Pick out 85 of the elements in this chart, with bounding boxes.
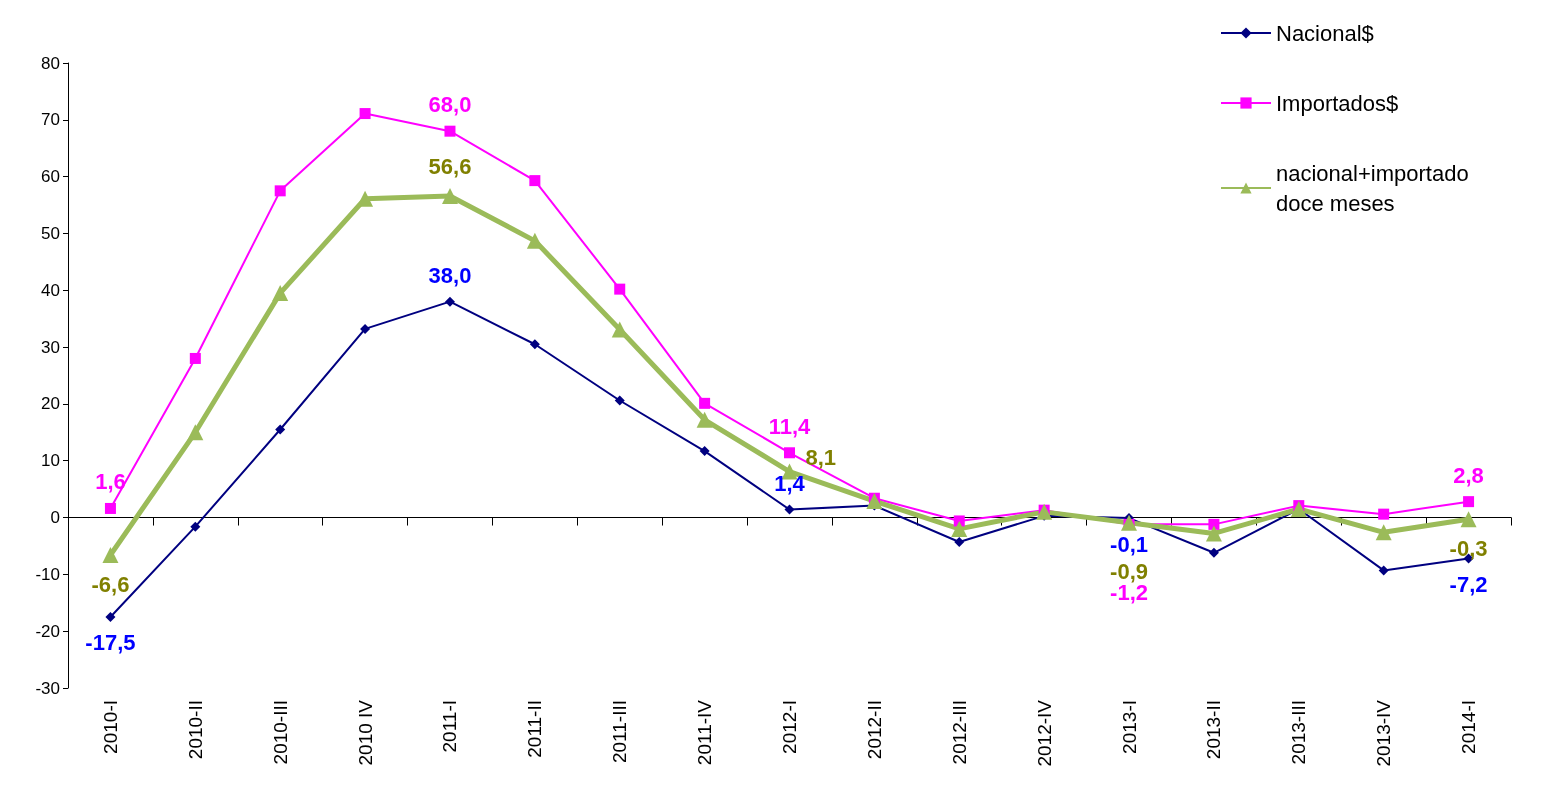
data-label: -17,5 — [85, 630, 136, 656]
point — [614, 283, 626, 295]
point — [699, 446, 710, 457]
data-label: 8,1 — [805, 445, 837, 471]
point — [696, 411, 713, 428]
point — [1121, 514, 1138, 531]
point — [441, 187, 458, 204]
point — [1208, 518, 1220, 530]
point — [1375, 524, 1392, 541]
y-tick-label: 70 — [41, 110, 60, 130]
point — [951, 520, 968, 537]
point — [1290, 501, 1307, 518]
x-tick-label: 2013-IV — [1373, 699, 1395, 767]
point — [699, 397, 711, 409]
x-tick-label: 2013-II — [1203, 700, 1225, 760]
x-tick-label: 2011-II — [524, 700, 546, 758]
point — [954, 536, 965, 547]
point — [1463, 496, 1475, 508]
data-label: 38,0 — [428, 263, 472, 289]
y-tick-label: 50 — [41, 223, 60, 243]
point — [104, 502, 116, 514]
x-tick-label: 2010-III — [269, 700, 291, 765]
y-tick-label: 40 — [41, 280, 60, 300]
y-tick-label: 0 — [50, 508, 60, 528]
x-tick-label: 2012-III — [948, 700, 970, 765]
point — [866, 493, 883, 510]
data-label: 11,4 — [768, 413, 812, 439]
data-label: -7,2 — [1449, 571, 1488, 597]
point — [190, 521, 201, 532]
point — [1460, 511, 1477, 528]
legend-label: nacional+importado doce meses — [1276, 160, 1475, 216]
y-tick-label: -20 — [35, 621, 60, 641]
legend-label: Nacional$ — [1276, 20, 1374, 46]
y-tick-label: 20 — [41, 394, 60, 414]
data-label: 2,8 — [1453, 462, 1484, 488]
point — [105, 611, 116, 622]
point — [1036, 503, 1053, 520]
point — [102, 547, 119, 564]
x-tick-label: 2010-II — [184, 700, 206, 760]
y-tick-label: -10 — [35, 564, 60, 584]
point — [360, 323, 371, 334]
data-label: 56,6 — [428, 154, 472, 180]
x-tick-label: 2012-II — [863, 700, 885, 760]
point — [1205, 525, 1222, 542]
data-label: 1,4 — [774, 471, 806, 497]
x-tick-label: 2011-I — [439, 700, 461, 753]
point — [614, 395, 625, 406]
y-tick-label: 10 — [41, 451, 60, 471]
point — [444, 125, 456, 137]
data-label: -6,6 — [91, 571, 130, 597]
x-tick-label: 2010-I — [99, 700, 121, 754]
point — [272, 285, 289, 302]
point — [274, 185, 286, 197]
point — [784, 504, 795, 515]
point — [529, 175, 541, 187]
y-tick-label: 80 — [41, 53, 60, 73]
data-label: -0,9 — [1110, 558, 1148, 584]
point — [357, 190, 374, 207]
x-tick-label: 2011-III — [609, 700, 631, 764]
x-tick-label: 2013-I — [1118, 700, 1140, 754]
data-label: 68,0 — [428, 92, 472, 118]
point — [275, 424, 286, 435]
point — [444, 296, 455, 307]
y-tick-label: 30 — [41, 337, 60, 357]
point — [529, 339, 540, 350]
x-tick-label: 2012-IV — [1033, 699, 1055, 767]
point — [1378, 565, 1389, 576]
data-label: -0,3 — [1449, 535, 1488, 561]
point — [359, 108, 371, 120]
point — [526, 232, 543, 249]
point — [187, 424, 204, 441]
point — [784, 447, 795, 459]
y-tick-label: -30 — [35, 678, 60, 698]
x-tick-label: 2010 IV — [354, 699, 376, 766]
point — [1378, 508, 1390, 520]
x-tick-label: 2014-I — [1458, 700, 1480, 754]
y-tick-label: 60 — [41, 167, 60, 187]
point — [1208, 547, 1219, 558]
data-label: -0,1 — [1110, 531, 1148, 557]
legend-label: Importados$ — [1276, 90, 1399, 116]
x-tick-label: 2012-I — [779, 700, 800, 754]
x-tick-label: 2011-IV — [694, 699, 716, 766]
point — [189, 352, 201, 364]
x-tick-label: 2013-III — [1288, 700, 1310, 765]
data-label: 1,6 — [95, 469, 126, 495]
